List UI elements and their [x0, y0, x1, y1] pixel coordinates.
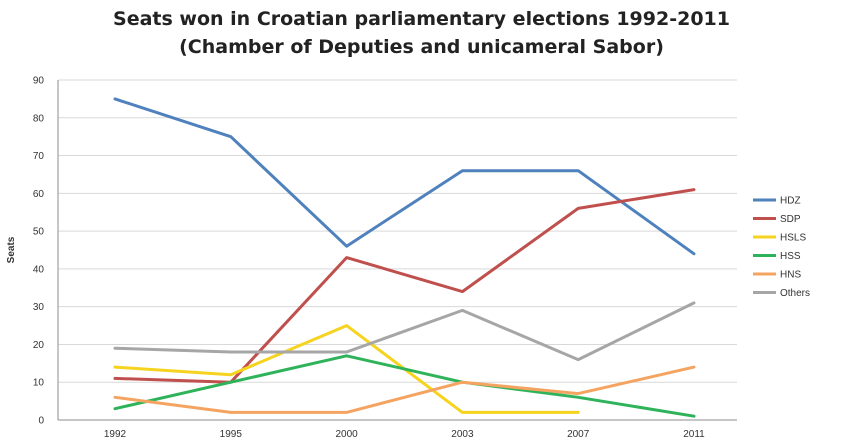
- legend-label: HSLS: [780, 233, 806, 244]
- y-tick-label: 90: [33, 76, 45, 87]
- x-tick-label: 1995: [220, 429, 243, 440]
- y-tick-label: 80: [33, 113, 45, 124]
- series-line-sdp: [113, 188, 696, 384]
- legend-label: SDP: [780, 214, 801, 225]
- x-tick-label: 2000: [335, 429, 358, 440]
- y-axis-label: Seats: [6, 236, 17, 263]
- series-line-hsls: [113, 324, 580, 414]
- x-tick-label: 2011: [683, 429, 705, 440]
- series-line-hns: [113, 365, 696, 414]
- y-tick-label: 40: [33, 264, 45, 275]
- x-tick-label: 2003: [451, 429, 474, 440]
- chart-subtitle: (Chamber of Deputies and unicameral Sabo…: [179, 36, 664, 58]
- y-tick-label: 60: [33, 189, 45, 200]
- chart-title: Seats won in Croatian parliamentary elec…: [113, 8, 730, 30]
- series-line-hss: [113, 354, 696, 418]
- series-line-others: [113, 301, 696, 362]
- y-tick-label: 0: [38, 416, 44, 427]
- y-tick-label: 70: [33, 151, 45, 162]
- legend-label: HNS: [780, 270, 801, 281]
- y-tick-label: 10: [33, 378, 45, 389]
- series-line-hdz: [113, 97, 696, 256]
- y-tick-label: 50: [33, 227, 45, 238]
- x-tick-label: 2007: [567, 429, 590, 440]
- legend-label: HDZ: [780, 196, 801, 207]
- y-tick-label: 30: [33, 302, 45, 313]
- y-tick-label: 20: [33, 340, 45, 351]
- legend-label: HSS: [780, 251, 801, 262]
- legend-label: Others: [780, 288, 810, 299]
- x-tick-label: 1992: [104, 429, 127, 440]
